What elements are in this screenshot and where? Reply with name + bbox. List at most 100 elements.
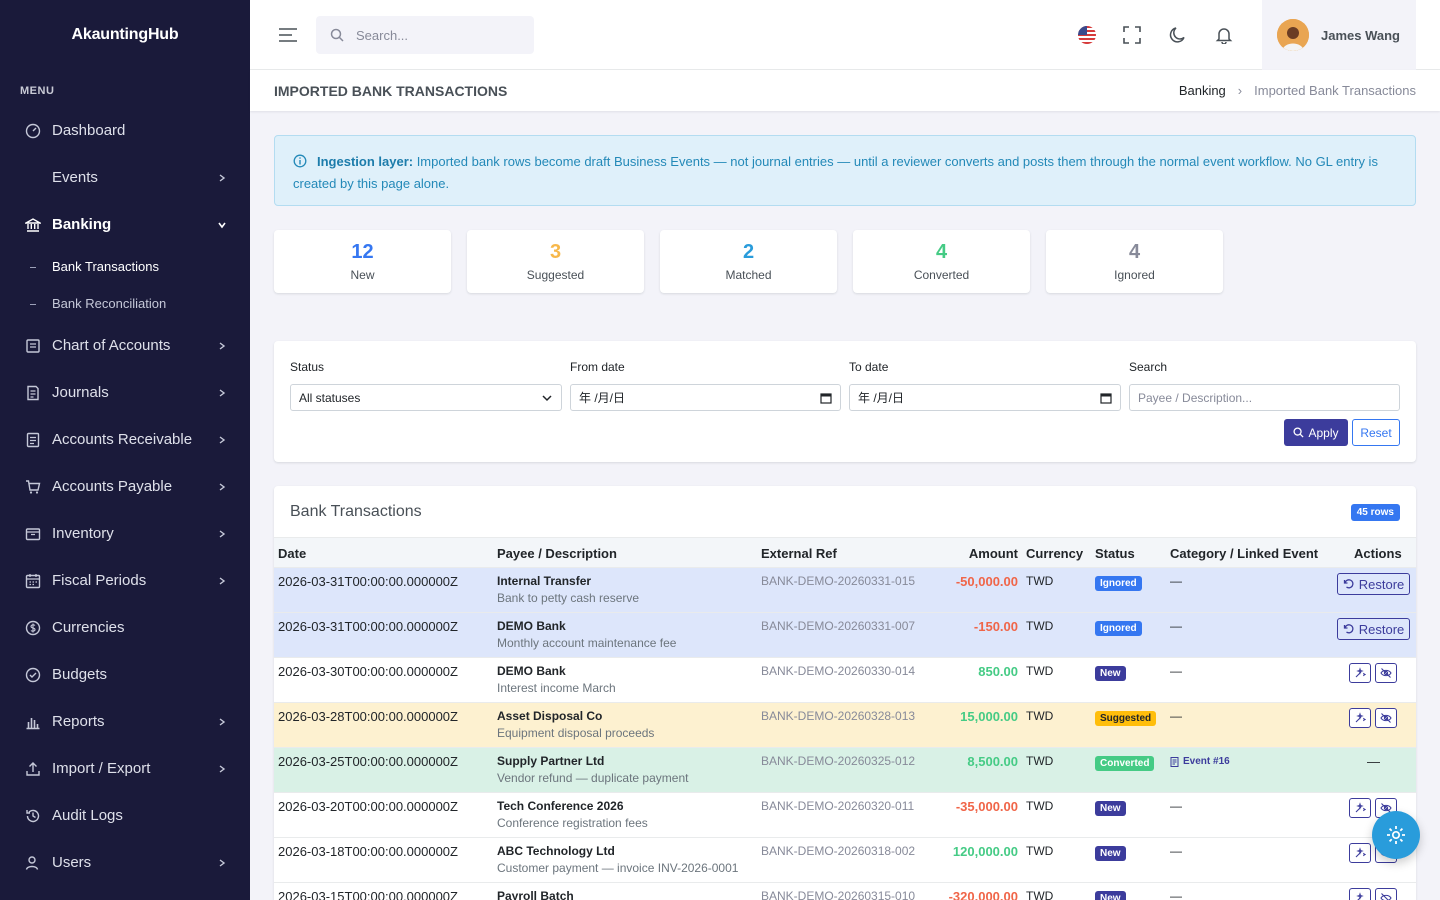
sidebar-item-accounts-receivable[interactable]: Accounts Receivable [0, 416, 250, 463]
table-row[interactable]: 2026-03-15T00:00:00.000000Z Payroll Batc… [274, 883, 1416, 900]
table-row[interactable]: 2026-03-20T00:00:00.000000Z Tech Confere… [274, 793, 1416, 838]
stat-card-new: 12 New [274, 230, 451, 293]
search-icon [330, 28, 344, 42]
chevron-right-icon [219, 341, 226, 350]
restore-button-label: Restore [1358, 621, 1405, 637]
sidebar-item-users[interactable]: Users [0, 839, 250, 886]
row-amount: -35,000.00 [955, 799, 1018, 814]
row-external-ref: BANK-DEMO-20260320-011 [761, 799, 915, 813]
row-payee: DEMO Bank [497, 664, 566, 678]
row-category: — [1170, 664, 1182, 678]
sidebar-item-budgets[interactable]: Budgets [0, 651, 250, 698]
restore-button[interactable]: Restore [1337, 573, 1410, 595]
sidebar-item-audit-logs[interactable]: Audit Logs [0, 792, 250, 839]
sidebar-item-reports[interactable]: Reports [0, 698, 250, 745]
table-row[interactable]: 2026-03-31T00:00:00.000000Z Internal Tra… [274, 568, 1416, 613]
sidebar-subitem-bank-transactions[interactable]: Bank Transactions [0, 248, 250, 285]
to-date-label: To date [849, 360, 889, 374]
stat-value: 4 [1128, 241, 1141, 263]
column-header-external-ref[interactable]: External Ref [761, 546, 837, 561]
column-header-date[interactable]: Date [278, 546, 307, 561]
restore-button[interactable]: Restore [1337, 618, 1410, 640]
status-badge: New [1095, 801, 1126, 816]
status-badge: New [1095, 846, 1126, 861]
document-icon [1170, 756, 1179, 767]
stat-value: 2 [742, 241, 755, 263]
column-header-payee[interactable]: Payee / Description [497, 546, 617, 561]
sidebar-item-label: Events [52, 169, 98, 186]
sidebar-item-label: Dashboard [52, 122, 126, 139]
row-currency: TWD [1026, 664, 1054, 678]
row-payee: Tech Conference 2026 [497, 799, 624, 813]
convert-button[interactable] [1349, 708, 1371, 728]
status-filter-label: Status [290, 360, 325, 374]
sidebar-item-import-export[interactable]: Import / Export [0, 745, 250, 792]
convert-button[interactable] [1349, 843, 1371, 863]
status-select[interactable]: All statuses [290, 384, 562, 411]
sidebar: AkauntingHub MENU Dashboard Events Banki… [0, 0, 250, 900]
table-row[interactable]: 2026-03-25T00:00:00.000000Z Supply Partn… [274, 748, 1416, 793]
undo-icon [1343, 579, 1354, 589]
eye-off-icon [1380, 893, 1392, 900]
magic-wand-icon [1355, 802, 1366, 813]
column-header-status[interactable]: Status [1095, 546, 1135, 561]
table-row[interactable]: 2026-03-18T00:00:00.000000Z ABC Technolo… [274, 838, 1416, 883]
sidebar-item-accounts-payable[interactable]: Accounts Payable [0, 463, 250, 510]
stat-label: Converted [913, 268, 970, 282]
bell-icon[interactable] [1213, 24, 1235, 46]
status-badge: Suggested [1095, 711, 1157, 726]
row-description: Bank to petty cash reserve [497, 591, 640, 605]
hamburger-menu-icon[interactable] [278, 26, 298, 44]
to-date-input[interactable]: 年 /月/日 [849, 384, 1121, 411]
table-row[interactable]: 2026-03-28T00:00:00.000000Z Asset Dispos… [274, 703, 1416, 748]
row-external-ref: BANK-DEMO-20260328-013 [761, 709, 916, 723]
payee-search-input[interactable]: Payee / Description... [1129, 384, 1400, 411]
stat-label: New [350, 268, 375, 282]
menu-title: MENU [20, 85, 55, 97]
breadcrumb-link-banking[interactable]: Banking [1178, 83, 1226, 98]
brand-logo[interactable]: AkauntingHub [71, 26, 179, 43]
sidebar-item-inventory[interactable]: Inventory [0, 510, 250, 557]
sidebar-item-fiscal-periods[interactable]: Fiscal Periods [0, 557, 250, 604]
sidebar-item-chart-of-accounts[interactable]: Chart of Accounts [0, 322, 250, 369]
dark-mode-moon-icon[interactable] [1167, 24, 1189, 46]
fullscreen-icon[interactable] [1121, 24, 1143, 46]
chevron-right-icon [219, 529, 226, 538]
row-date: 2026-03-18T00:00:00.000000Z [278, 844, 458, 859]
table-row[interactable]: 2026-03-30T00:00:00.000000Z DEMO Bank In… [274, 658, 1416, 703]
sidebar-item-currencies[interactable]: Currencies [0, 604, 250, 651]
sidebar-item-dashboard[interactable]: Dashboard [0, 107, 250, 154]
row-description: Vendor refund — duplicate payment [497, 771, 689, 785]
column-header-amount[interactable]: Amount [968, 546, 1018, 561]
ignore-button[interactable] [1375, 708, 1397, 728]
calendar-icon [24, 572, 41, 589]
sidebar-item-label: Accounts Payable [52, 478, 173, 495]
user-menu[interactable]: James Wang [1262, 0, 1416, 70]
column-header-category[interactable]: Category / Linked Event [1170, 546, 1319, 561]
alert-label: Ingestion layer: [317, 154, 414, 169]
convert-button[interactable] [1349, 888, 1371, 900]
chevron-right-icon [219, 576, 226, 585]
reset-button[interactable]: Reset [1352, 419, 1400, 446]
ignore-button[interactable] [1375, 888, 1397, 900]
table-row[interactable]: 2026-03-31T00:00:00.000000Z DEMO Bank Mo… [274, 613, 1416, 658]
sidebar-subitem-bank-reconciliation[interactable]: Bank Reconciliation [0, 285, 250, 322]
magic-wand-icon [1355, 847, 1366, 858]
stat-label: Suggested [526, 268, 585, 282]
convert-button[interactable] [1349, 798, 1371, 818]
column-header-currency[interactable]: Currency [1026, 546, 1084, 561]
sidebar-item-label: Import / Export [52, 760, 151, 777]
apply-button[interactable]: Apply [1284, 419, 1348, 446]
search-input[interactable]: Search... [316, 16, 534, 54]
sidebar-item-journals[interactable]: Journals [0, 369, 250, 416]
linked-event-link[interactable]: Event #16 [1170, 756, 1230, 767]
sidebar-item-events[interactable]: Events [0, 154, 250, 201]
from-date-input[interactable]: 年 /月/日 [570, 384, 841, 411]
user-icon [24, 854, 41, 871]
sidebar-item-banking[interactable]: Banking [0, 201, 250, 248]
settings-fab[interactable] [1372, 811, 1420, 859]
search-placeholder: Search... [356, 27, 409, 43]
us-flag-icon[interactable] [1076, 24, 1098, 46]
convert-button[interactable] [1349, 663, 1371, 683]
ignore-button[interactable] [1375, 663, 1397, 683]
